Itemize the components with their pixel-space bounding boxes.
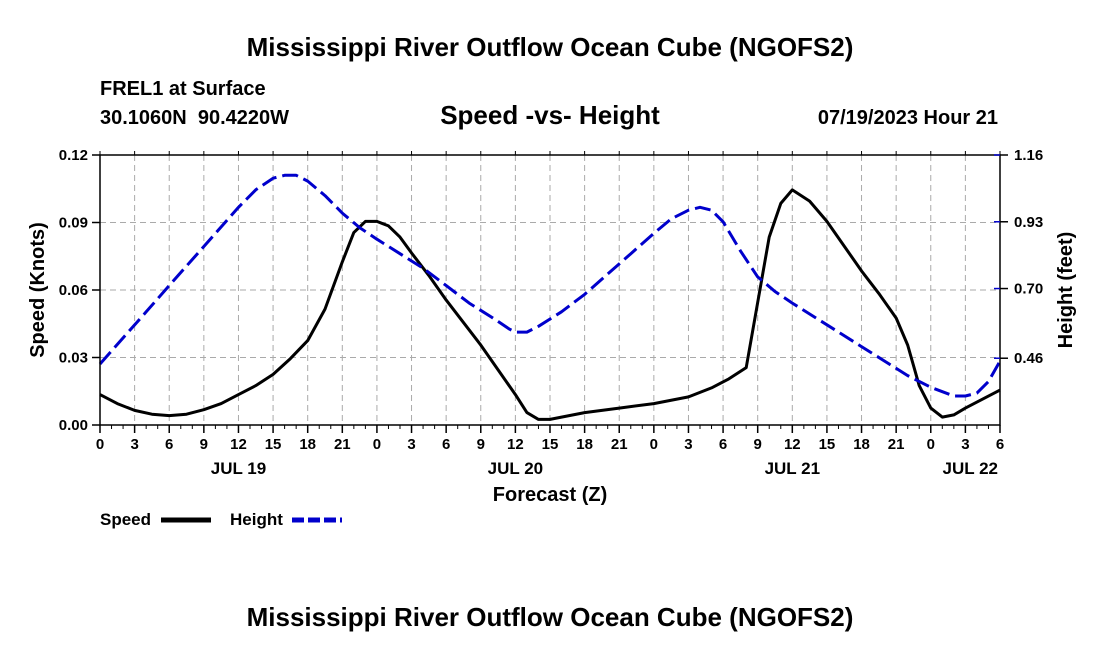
x-tick-label: 21 (611, 436, 628, 453)
x-tick-label: 9 (477, 436, 485, 453)
y-tick-label: 0.06 (59, 282, 88, 299)
y-tick-label: 0.09 (59, 215, 88, 232)
x-tick-label: 0 (927, 436, 935, 453)
x-tick-label: 15 (819, 436, 836, 453)
x-tick-label: 18 (576, 436, 593, 453)
x-tick-label: 12 (230, 436, 247, 453)
series-lines (98, 173, 1002, 421)
station-coords: 30.1060N 90.4220W (100, 107, 289, 129)
legend-speed-label: Speed (100, 510, 151, 529)
y2-tick-label: 0.70 (1014, 281, 1043, 298)
footer-title: Mississippi River Outflow Ocean Cube (NG… (247, 602, 854, 632)
y2-tick-label: 1.16 (1014, 147, 1043, 164)
grid-lines (100, 155, 1000, 425)
x-tick-label: 21 (334, 436, 351, 453)
x-tick-label: 9 (754, 436, 762, 453)
station-name: FREL1 at Surface (100, 78, 266, 100)
legend: Speed Height (100, 510, 342, 529)
x-tick-label: 3 (407, 436, 415, 453)
x-tick-label: 0 (373, 436, 381, 453)
y2-tick-label: 0.46 (1014, 350, 1043, 367)
x-tick-label: 12 (784, 436, 801, 453)
x-tick-label: 3 (684, 436, 692, 453)
x-tick-label: 21 (888, 436, 905, 453)
forecast-timestamp: 07/19/2023 Hour 21 (818, 107, 998, 129)
x-tick-label: 15 (265, 436, 282, 453)
chart-title: Mississippi River Outflow Ocean Cube (NG… (247, 32, 854, 62)
date-label: JUL 19 (211, 459, 266, 478)
x-tick-label: 12 (507, 436, 524, 453)
y-tick-label: 0.03 (59, 350, 88, 367)
x-axis-label: Forecast (Z) (493, 484, 607, 506)
chart-subtitle: Speed -vs- Height (440, 100, 660, 130)
x-tick-label: 0 (96, 436, 104, 453)
x-tick-label: 18 (299, 436, 316, 453)
legend-height-label: Height (230, 510, 283, 529)
y-tick-label: 0.00 (59, 417, 88, 434)
y2-tick-label: 0.93 (1014, 214, 1043, 231)
x-tick-label: 6 (719, 436, 727, 453)
x-tick-label: 3 (961, 436, 969, 453)
date-label: JUL 22 (943, 459, 998, 478)
date-label: JUL 21 (765, 459, 820, 478)
speed-series-line (99, 188, 1001, 421)
y-tick-label: 0.12 (59, 147, 88, 164)
x-tick-label: 6 (165, 436, 173, 453)
x-tick-label: 6 (996, 436, 1004, 453)
x-tick-label: 0 (650, 436, 658, 453)
y-axis-label: Speed (Knots) (27, 222, 49, 358)
x-tick-label: 3 (130, 436, 138, 453)
date-label: JUL 20 (488, 459, 543, 478)
x-tick-label: 9 (200, 436, 208, 453)
y2-axis-label: Height (feet) (1055, 232, 1077, 349)
x-tick-label: 15 (542, 436, 559, 453)
height-series-line (98, 173, 1002, 398)
axis-ticks: 0 3 6 9 12 15 18 21 0 3 6 9 12 15 18 21 0 3 6 9 12 15 18 21 0 3 6 J… (59, 147, 1043, 478)
x-tick-label: 6 (442, 436, 450, 453)
x-tick-label: 18 (853, 436, 870, 453)
